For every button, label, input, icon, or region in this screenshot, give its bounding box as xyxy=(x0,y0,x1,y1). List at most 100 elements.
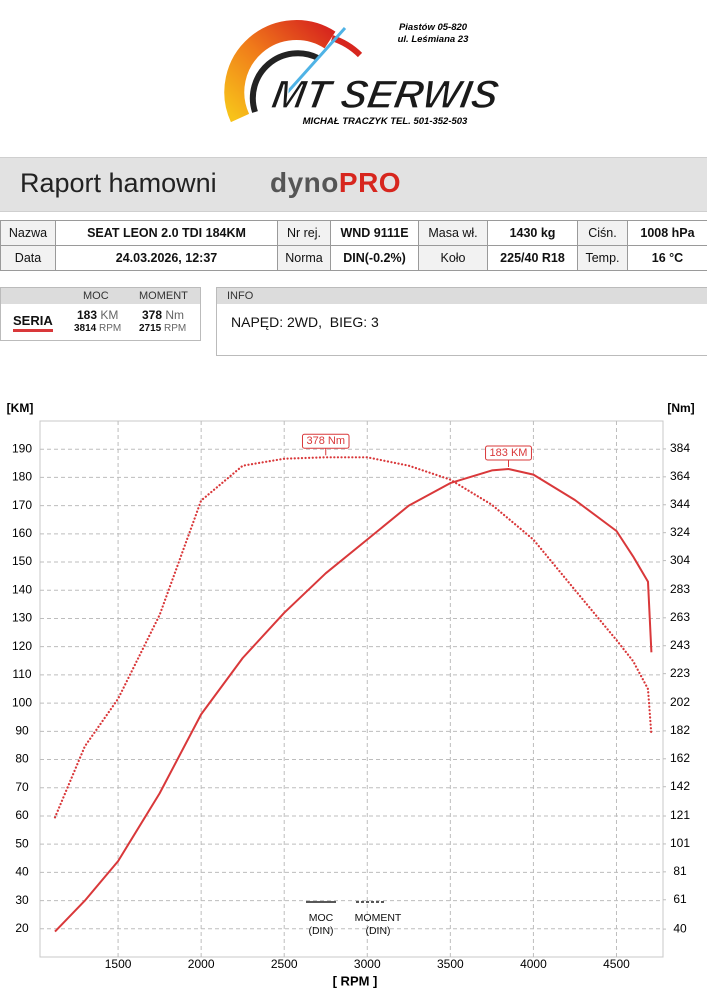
annotation-box xyxy=(301,433,350,449)
y-tick-label: 190 xyxy=(12,441,32,455)
info-head: INFO xyxy=(217,288,707,304)
torque-rpm: 2715 RPM xyxy=(139,323,186,334)
field-value: SEAT LEON 2.0 TDI 184KM xyxy=(55,220,278,246)
y-tick-label: 90 xyxy=(15,723,29,737)
field-label: Nr rej. xyxy=(277,220,331,246)
series-head: MOC MOMENT xyxy=(1,288,200,304)
contact: MICHAŁ TRACZYK TEL. 501-352-503 xyxy=(303,116,468,127)
y-tick-label: 40 xyxy=(15,865,29,879)
x-tick-label: 2500 xyxy=(271,957,298,971)
y-axis-label: [KM] xyxy=(7,401,34,415)
field-value: WND 9111E xyxy=(330,220,419,246)
y2-tick-label: 61 xyxy=(673,892,687,906)
plot-frame xyxy=(39,420,664,958)
y2-tick-label: 364 xyxy=(670,469,690,483)
x-tick-label: 3500 xyxy=(437,957,464,971)
y2-tick-label: 121 xyxy=(670,808,690,822)
annotation: 378 Nm xyxy=(306,435,345,447)
y2-tick-label: 202 xyxy=(670,695,690,709)
y2-tick-label: 263 xyxy=(670,610,690,624)
report-title: Raport hamowni xyxy=(20,168,217,198)
value: 183 xyxy=(77,308,98,322)
y-tick-label: 180 xyxy=(12,470,32,484)
series-label: SERIA xyxy=(13,313,53,332)
gauge-inner xyxy=(249,50,320,113)
x-tick-label: 4500 xyxy=(603,957,630,971)
y-tick-label: 30 xyxy=(15,893,29,907)
gauge-needle xyxy=(283,26,347,97)
y2-tick-label: 162 xyxy=(670,751,690,765)
chart: [KM] [Nm] [ RPM ] 20 30 40 50 60 70 80 90 100 110… xyxy=(7,401,695,988)
address: ul. Leśmiana 23 xyxy=(398,34,469,45)
y-tick-label: 50 xyxy=(15,836,29,850)
field-label: Ciśn. xyxy=(577,220,628,246)
info-title: INFO xyxy=(227,290,254,302)
unit: KM xyxy=(100,308,119,322)
address: Piastów 05-820 xyxy=(399,22,468,33)
torque-value: 378 Nm xyxy=(142,308,184,322)
field-label: Temp. xyxy=(577,245,628,271)
col-head: MOC xyxy=(83,290,109,302)
annotation-box xyxy=(485,445,532,461)
col-head: MOMENT xyxy=(139,290,188,302)
field-value: 1008 hPa xyxy=(627,220,707,246)
field-value: 225/40 R18 xyxy=(487,245,578,271)
field-value: 24.03.2026, 12:37 xyxy=(55,245,278,271)
logo: MT SERWIS Piastów 05-820 ul. Leśmiana 23… xyxy=(224,20,503,127)
y2-tick-label: 324 xyxy=(670,525,690,539)
gauge-arc xyxy=(224,20,336,123)
field-value: 1430 kg xyxy=(487,220,578,246)
y-tick-label: 110 xyxy=(12,667,31,681)
y-tick-label: 70 xyxy=(15,780,29,794)
y-tick-label: 150 xyxy=(12,554,32,568)
unit: Nm xyxy=(165,308,185,322)
brand-name: dyno xyxy=(270,167,339,198)
y2-tick-label: 304 xyxy=(670,553,690,567)
y-tick-label: 160 xyxy=(12,526,32,540)
series-box: MOC MOMENT SERIA 183 KM 378 Nm 3814 RPM … xyxy=(0,287,201,341)
y2-tick-label: 243 xyxy=(670,638,690,652)
y2-tick-label: 182 xyxy=(670,723,690,737)
y-tick-label: 140 xyxy=(12,582,32,596)
y-tick-label: 130 xyxy=(12,611,32,625)
legend-label: MOMENT (DIN) xyxy=(354,912,402,937)
field-label: Norma xyxy=(277,245,331,271)
y2-tick-label: 81 xyxy=(673,864,687,878)
unit: RPM xyxy=(164,323,187,334)
value: 2715 xyxy=(139,323,162,334)
title-band: Raport hamowni dynoPRO xyxy=(0,157,707,212)
y-tick-label: 60 xyxy=(15,808,29,822)
value: 3814 xyxy=(74,323,97,334)
x-tick-label: 1500 xyxy=(105,957,132,971)
field-label: Data xyxy=(0,245,56,271)
unit: RPM xyxy=(99,323,122,334)
y-tick-label: 80 xyxy=(15,752,29,766)
y2-tick-label: 223 xyxy=(670,666,690,680)
info-text: NAPĘD: 2WD, BIEG: 3 xyxy=(231,314,379,330)
field-value: 16 °C xyxy=(627,245,707,271)
y2-tick-label: 283 xyxy=(670,582,690,596)
series-line xyxy=(53,456,653,819)
x-tick-label: 4000 xyxy=(520,957,547,971)
table-row: Nazwa SEAT LEON 2.0 TDI 184KM Nr rej. WND 9… xyxy=(0,220,707,246)
power-rpm: 3814 RPM xyxy=(74,323,121,334)
x-axis-label: [ RPM ] xyxy=(333,973,378,988)
y-tick-label: 170 xyxy=(12,498,32,512)
y2-tick-label: 384 xyxy=(670,441,690,455)
field-label: Koło xyxy=(418,245,488,271)
brand-accent: PRO xyxy=(338,167,402,198)
y2-tick-label: 344 xyxy=(670,497,690,511)
logo-text: MT SERWIS xyxy=(268,72,502,117)
y-tick-label: 120 xyxy=(12,639,32,653)
power-value: 183 KM xyxy=(77,308,118,322)
brand: dynoPRO xyxy=(270,167,401,199)
field-label: Masa wł. xyxy=(418,220,488,246)
spec-table: Nazwa SEAT LEON 2.0 TDI 184KM Nr rej. WND 9… xyxy=(0,220,707,271)
gauge-tip xyxy=(330,35,363,58)
y-tick-label: 20 xyxy=(15,921,29,935)
table-row: Data 24.03.2026, 12:37 Norma DIN(-0.2%) Koło… xyxy=(0,245,707,271)
y2-axis-label: [Nm] xyxy=(667,401,694,415)
y-tick-label: 100 xyxy=(12,695,32,709)
field-value: DIN(-0.2%) xyxy=(330,245,419,271)
